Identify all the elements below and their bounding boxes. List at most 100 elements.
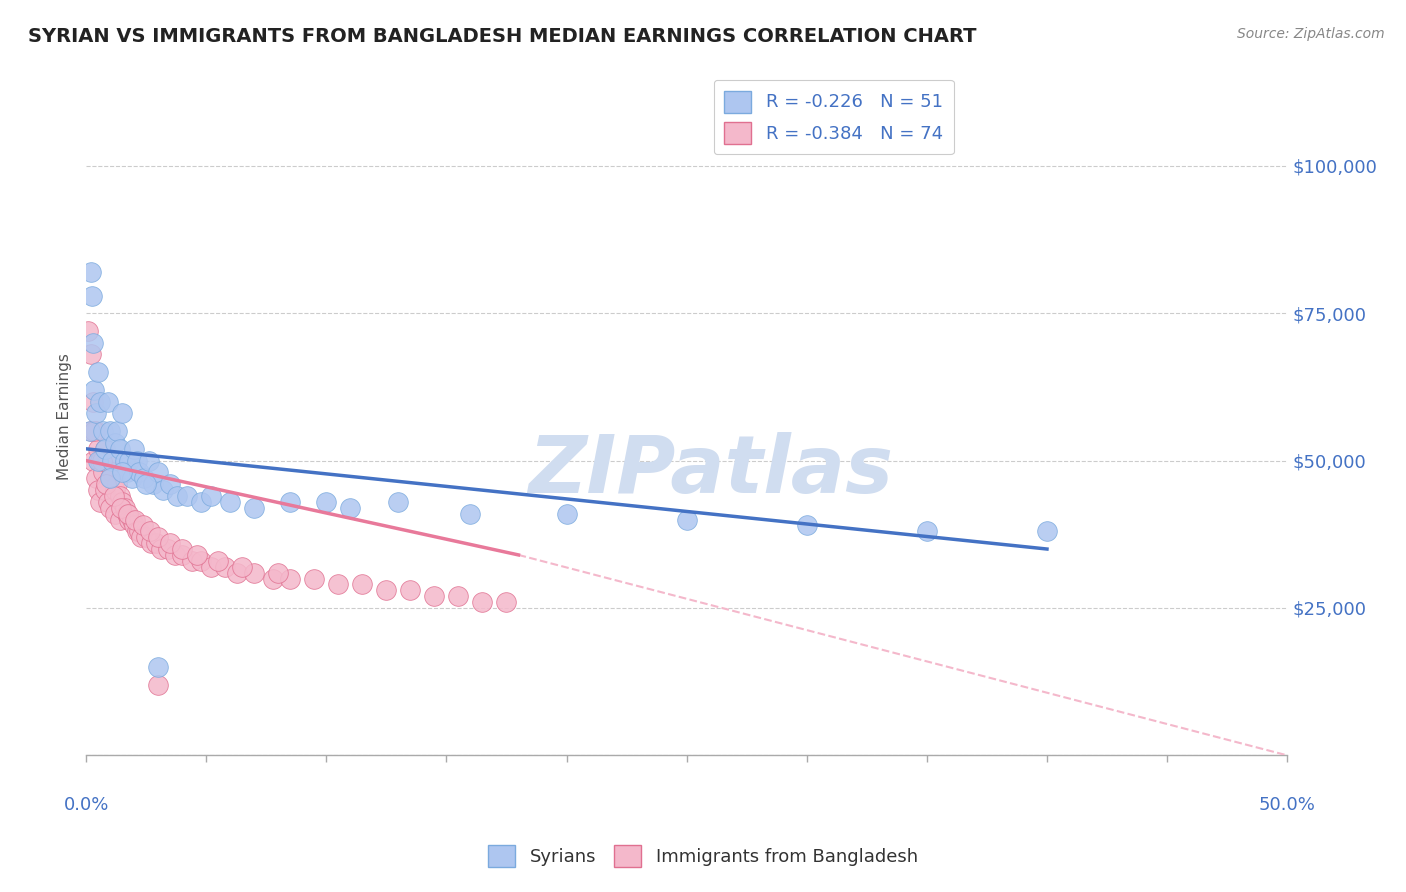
- Point: [267, 566, 290, 580]
- Point: [98, 471, 121, 485]
- Point: [339, 500, 361, 515]
- Point: [80, 288, 103, 302]
- Point: [84, 424, 107, 438]
- Point: [231, 559, 253, 574]
- Point: [675, 512, 697, 526]
- Point: [105, 477, 128, 491]
- Point: [423, 589, 446, 603]
- Point: [125, 524, 148, 539]
- Point: [118, 453, 141, 467]
- Point: [114, 453, 136, 467]
- Point: [152, 483, 174, 497]
- Point: [352, 577, 374, 591]
- Point: [108, 489, 131, 503]
- Point: [156, 542, 179, 557]
- Point: [103, 489, 125, 503]
- Point: [87, 365, 110, 379]
- Point: [104, 483, 127, 497]
- Point: [118, 512, 141, 526]
- Point: [80, 265, 103, 279]
- Text: Source: ZipAtlas.com: Source: ZipAtlas.com: [1237, 27, 1385, 41]
- Point: [108, 442, 131, 456]
- Point: [214, 559, 236, 574]
- Point: [114, 500, 136, 515]
- Point: [125, 453, 148, 467]
- Point: [111, 466, 134, 480]
- Point: [101, 453, 124, 467]
- Point: [172, 548, 194, 562]
- Point: [104, 507, 127, 521]
- Y-axis label: Median Earnings: Median Earnings: [58, 353, 72, 480]
- Point: [94, 442, 117, 456]
- Point: [89, 453, 111, 467]
- Point: [219, 495, 242, 509]
- Point: [135, 477, 157, 491]
- Point: [460, 507, 482, 521]
- Text: SYRIAN VS IMMIGRANTS FROM BANGLADESH MEDIAN EARNINGS CORRELATION CHART: SYRIAN VS IMMIGRANTS FROM BANGLADESH MED…: [28, 27, 977, 45]
- Point: [139, 536, 162, 550]
- Point: [91, 466, 114, 480]
- Point: [138, 453, 160, 467]
- Point: [77, 324, 100, 338]
- Point: [121, 471, 143, 485]
- Point: [98, 500, 121, 515]
- Point: [145, 536, 167, 550]
- Point: [80, 424, 103, 438]
- Point: [111, 495, 134, 509]
- Point: [149, 542, 172, 557]
- Point: [278, 495, 301, 509]
- Point: [328, 577, 350, 591]
- Point: [117, 507, 139, 521]
- Point: [200, 489, 222, 503]
- Point: [105, 424, 128, 438]
- Point: [128, 466, 150, 480]
- Point: [115, 466, 138, 480]
- Point: [121, 512, 143, 526]
- Point: [104, 436, 127, 450]
- Point: [131, 530, 153, 544]
- Point: [315, 495, 337, 509]
- Point: [80, 347, 103, 361]
- Point: [471, 595, 494, 609]
- Point: [180, 554, 202, 568]
- Point: [91, 424, 114, 438]
- Point: [495, 595, 517, 609]
- Point: [87, 453, 110, 467]
- Point: [132, 471, 155, 485]
- Text: 50.0%: 50.0%: [1258, 796, 1316, 814]
- Point: [87, 483, 110, 497]
- Point: [82, 394, 104, 409]
- Point: [172, 542, 194, 557]
- Point: [98, 471, 121, 485]
- Point: [166, 489, 188, 503]
- Point: [375, 583, 398, 598]
- Point: [159, 477, 181, 491]
- Point: [399, 583, 422, 598]
- Point: [146, 678, 169, 692]
- Point: [122, 442, 145, 456]
- Point: [128, 524, 150, 539]
- Point: [163, 548, 186, 562]
- Point: [84, 471, 107, 485]
- Point: [97, 453, 120, 467]
- Point: [796, 518, 818, 533]
- Point: [135, 530, 157, 544]
- Point: [115, 507, 138, 521]
- Point: [97, 394, 120, 409]
- Legend: R = -0.226   N = 51, R = -0.384   N = 74: R = -0.226 N = 51, R = -0.384 N = 74: [714, 79, 953, 154]
- Point: [79, 424, 101, 438]
- Point: [915, 524, 938, 539]
- Point: [262, 572, 284, 586]
- Point: [159, 536, 181, 550]
- Point: [97, 495, 120, 509]
- Point: [200, 559, 222, 574]
- Point: [90, 453, 112, 467]
- Point: [131, 518, 153, 533]
- Point: [124, 512, 146, 526]
- Text: 0.0%: 0.0%: [63, 796, 108, 814]
- Point: [278, 572, 301, 586]
- Point: [94, 442, 117, 456]
- Point: [84, 407, 107, 421]
- Text: ZIPatlas: ZIPatlas: [529, 432, 893, 509]
- Point: [207, 554, 229, 568]
